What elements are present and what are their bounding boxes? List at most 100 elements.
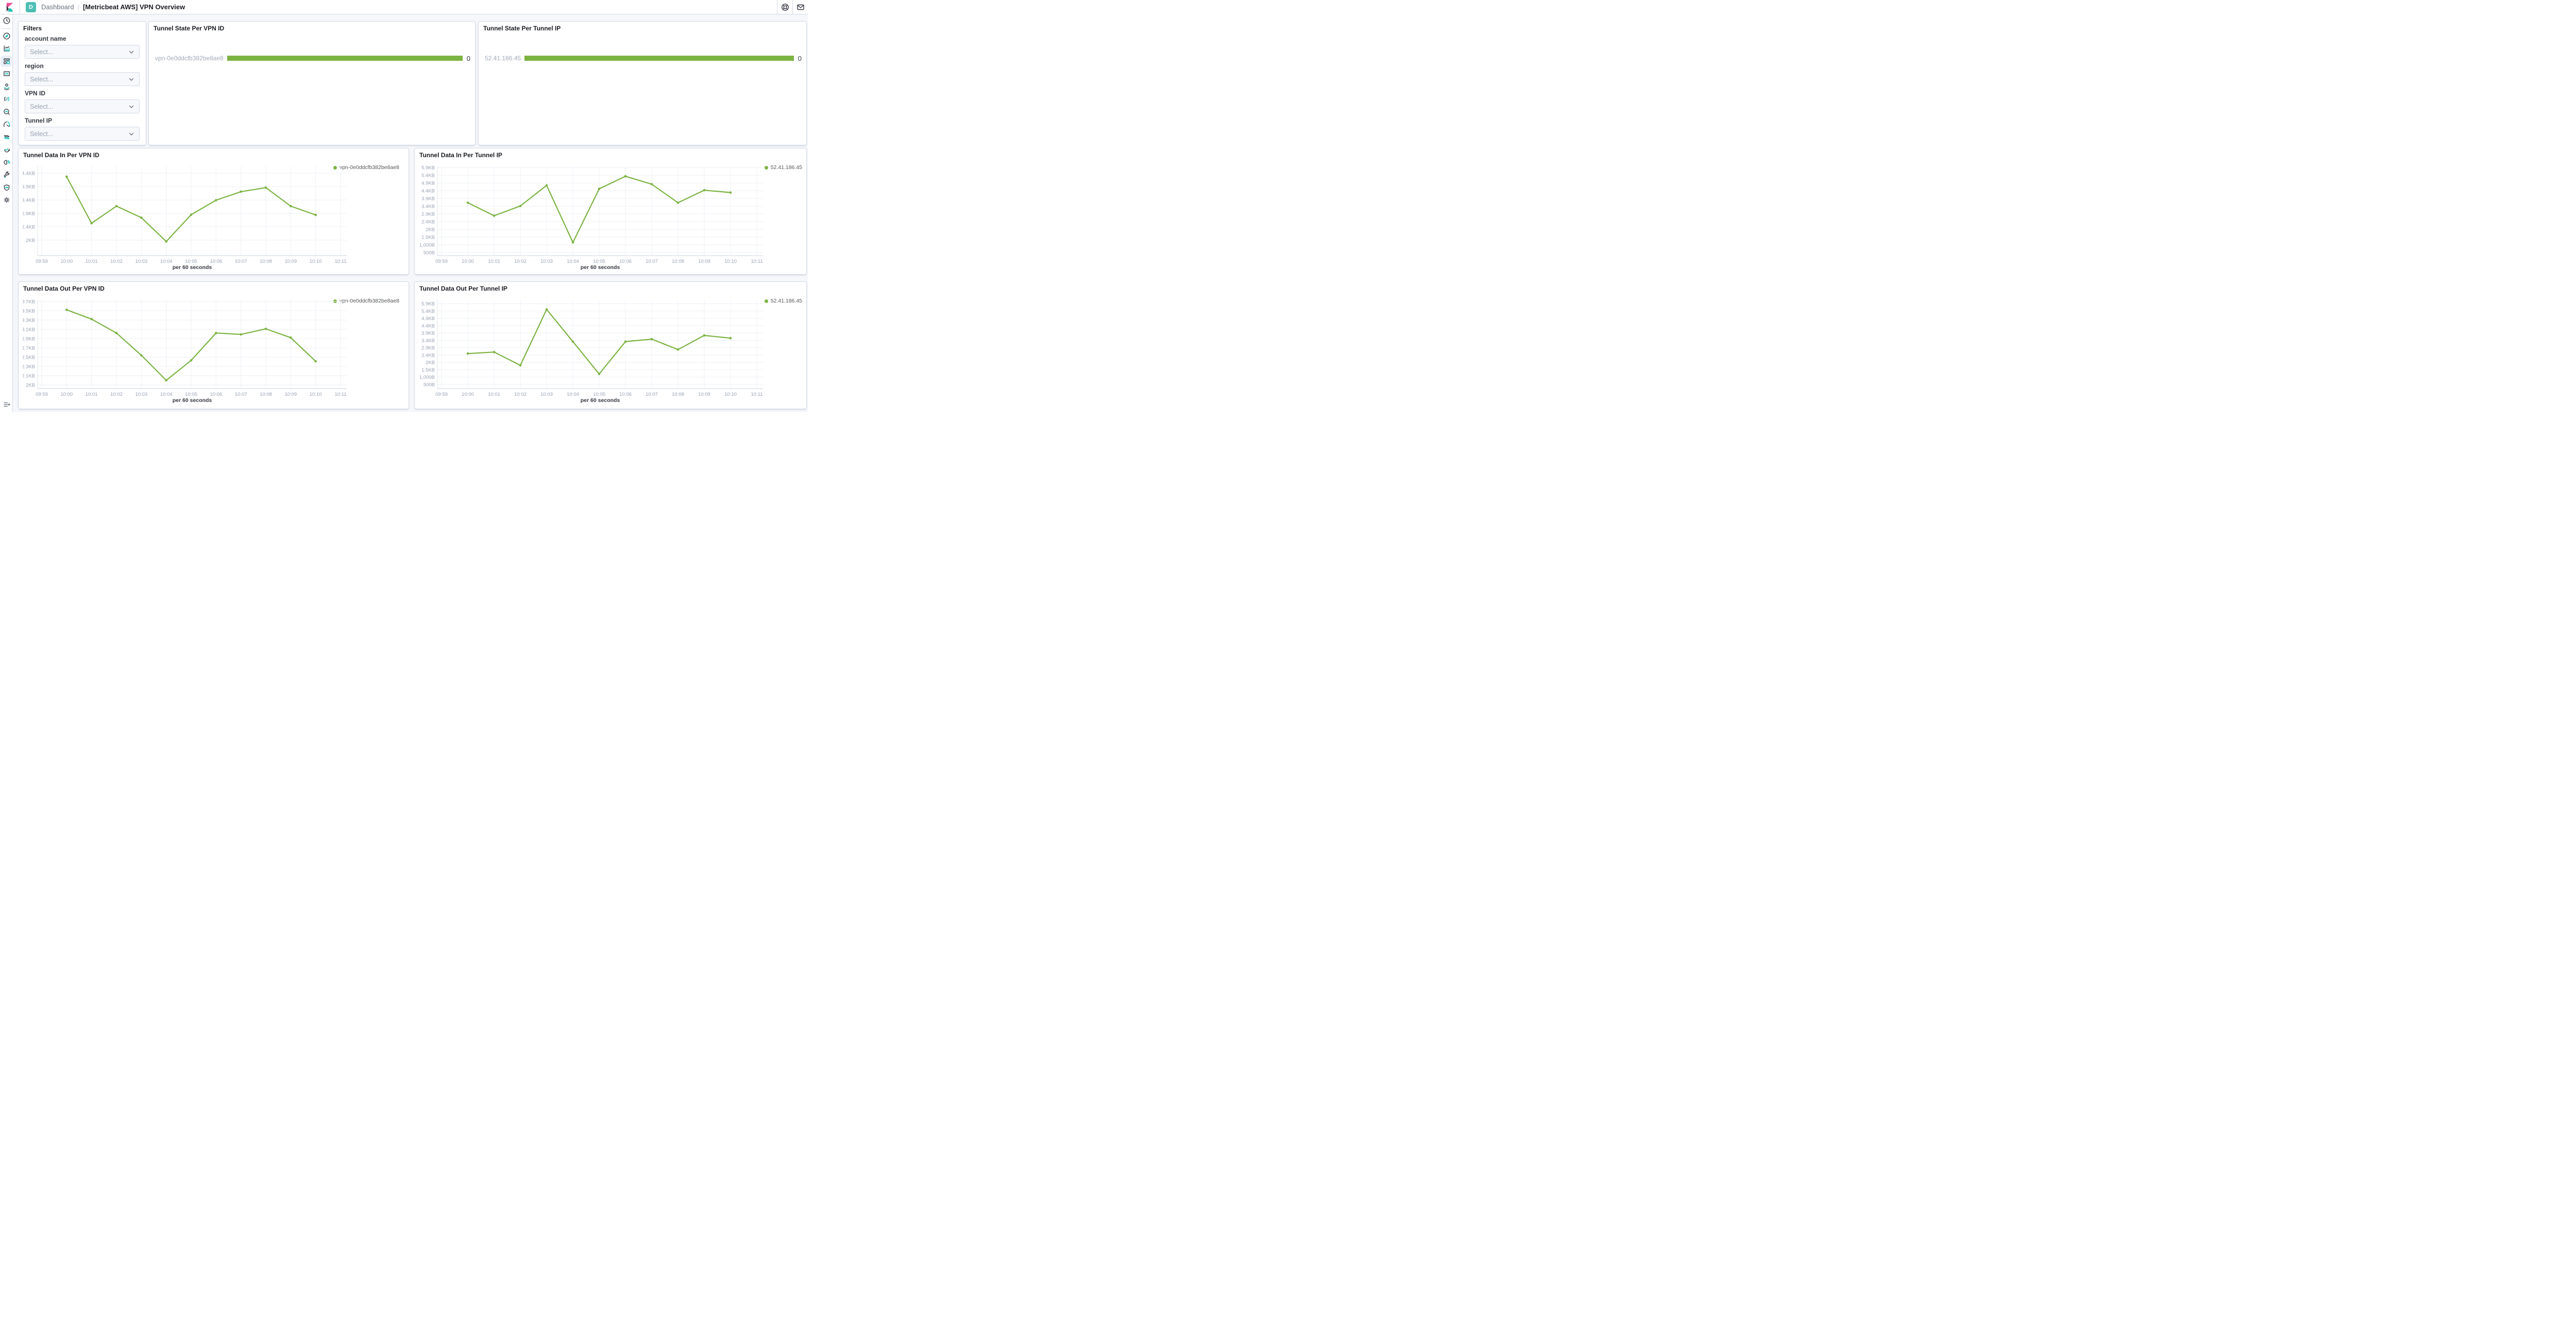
y-axis-tick-label: 5.9KB — [421, 301, 435, 307]
series-point — [545, 184, 548, 187]
x-axis-tick-label: 10:10 — [310, 392, 322, 397]
top-navbar: D Dashboard / [Metricbeat AWS] VPN Overv… — [0, 0, 808, 14]
x-axis-tick-label: 10:00 — [462, 392, 474, 397]
sidebar-item-recently-viewed[interactable] — [0, 14, 13, 27]
account-name-select[interactable]: Select... — [25, 45, 140, 59]
clock-icon — [3, 17, 10, 24]
x-axis-tick-label: 10:07 — [235, 259, 247, 264]
x-axis-tick-label: 10:08 — [260, 392, 272, 397]
sidebar-item-machine-learning[interactable] — [0, 93, 13, 106]
y-axis-tick-label: 2.7KB — [23, 346, 35, 351]
panel-tunnel-data-out-per-vpn-id: Tunnel Data Out Per VPN ID vpn-0e0ddcfb3… — [18, 281, 409, 409]
y-axis-tick-label: 1,000B — [419, 375, 435, 380]
sidebar-item-monitoring[interactable] — [0, 118, 13, 131]
y-axis-tick-label: 1,000B — [419, 243, 435, 248]
select-placeholder: Select... — [30, 103, 54, 110]
sidebar-item-canvas[interactable] — [0, 68, 13, 80]
panel-title: Tunnel State Per Tunnel IP — [483, 25, 561, 32]
panel-title: Tunnel State Per VPN ID — [154, 25, 225, 32]
y-axis-tick-label: 1.5KB — [421, 367, 435, 373]
series-point — [290, 336, 292, 339]
series-point — [729, 337, 732, 340]
sidebar-item-metrics[interactable] — [0, 106, 13, 119]
kibana-app: D Dashboard / [Metricbeat AWS] VPN Overv… — [0, 0, 808, 412]
gauge-bar — [524, 56, 794, 61]
line-chart-canvas[interactable]: 2KB 2.1KB 2.3KB 2.5KB 2.7KB 2.9KB 3.1KB 3.3KB 3.… — [23, 297, 405, 406]
y-axis-tick-label: 4.9KB — [421, 316, 435, 322]
legend-item[interactable]: 52.41.186.45 — [764, 164, 802, 171]
line-chart-canvas[interactable]: 2KB 2.4KB 2.9KB 3.4KB 3.9KB 4.4KB 09:59 10:00 10… — [23, 164, 405, 271]
sidebar-item-discover[interactable] — [0, 30, 13, 43]
collapse-menu-button[interactable] — [0, 399, 13, 410]
series-point — [571, 241, 574, 244]
help-button[interactable] — [777, 0, 792, 14]
vpn-id-select[interactable]: Select... — [25, 99, 140, 113]
select-placeholder: Select... — [30, 75, 54, 83]
line-chart-canvas[interactable]: 500B1,000B1.5KB2KB2.4KB2.9KB3.4KB3.9KB4.… — [419, 297, 803, 406]
monitoring-gauge-icon — [3, 122, 10, 127]
panel-title: Tunnel Data In Per VPN ID — [23, 152, 99, 159]
y-axis-tick-label: 4.4KB — [23, 171, 35, 177]
legend-item[interactable]: vpn-0e0ddcfb382be8ae8 — [333, 298, 399, 304]
x-axis-tick-label: 10:09 — [284, 392, 297, 397]
y-axis-tick-label: 2.9KB — [23, 211, 35, 217]
sidebar-item-uptime[interactable] — [0, 143, 13, 156]
filters-panel-title: Filters — [23, 25, 42, 32]
series-point — [729, 191, 732, 194]
y-axis-tick-label: 4.9KB — [421, 181, 435, 187]
series-point — [90, 317, 93, 321]
legend-item[interactable]: vpn-0e0ddcfb382be8ae8 — [333, 164, 399, 171]
logs-layers-icon — [4, 135, 9, 139]
sidebar-item-apm[interactable] — [0, 156, 13, 169]
series-point — [650, 338, 653, 341]
x-axis-tick-label: 10:02 — [514, 392, 527, 397]
x-axis-tick-label: 10:02 — [110, 259, 123, 264]
legend-series-label: 52.41.186.45 — [770, 298, 802, 304]
series-point — [466, 352, 469, 355]
legend-item[interactable]: 52.41.186.45 — [764, 298, 802, 304]
y-axis-tick-label: 3.9KB — [23, 184, 35, 190]
x-axis-tick-label: 10:05 — [593, 392, 605, 397]
sidebar-divider — [2, 28, 11, 29]
chevron-down-icon — [129, 78, 134, 81]
kibana-logo[interactable] — [0, 0, 20, 14]
series-point — [115, 331, 118, 334]
sidebar-item-dev-tools[interactable] — [0, 169, 13, 181]
series-point — [598, 188, 601, 190]
x-axis-tick-label: 10:07 — [235, 392, 247, 397]
line-chart-canvas[interactable]: 500B1,000B1.5KB2KB2.4KB2.9KB3.4KB3.9KB4.… — [419, 164, 803, 271]
x-axis-tick-label: 10:03 — [135, 392, 147, 397]
side-navigation — [0, 14, 13, 412]
series-point — [140, 354, 143, 357]
space-badge[interactable]: D — [26, 2, 36, 12]
y-axis-tick-label: 2.4KB — [23, 225, 35, 230]
gauge-bar — [227, 56, 463, 61]
breadcrumb-dashboard[interactable]: Dashboard — [41, 3, 74, 11]
x-axis-tick-label: 10:05 — [185, 392, 197, 397]
breadcrumb-current page-title: [Metricbeat AWS] VPN Overview — [82, 3, 185, 11]
series-point — [624, 340, 627, 343]
dev-tools-wrench-icon — [3, 172, 9, 178]
x-axis-tick-label: 10:09 — [698, 392, 710, 397]
x-axis-tick-label: 10:10 — [724, 392, 737, 397]
x-axis-tick-label: 10:10 — [724, 259, 737, 264]
y-axis-tick-label: 3.7KB — [23, 299, 35, 305]
filter-label: VPN ID — [25, 90, 46, 97]
gauge-value: 0 — [466, 54, 470, 62]
sidebar-item-siem[interactable] — [0, 181, 13, 194]
maps-icon — [4, 83, 9, 90]
sidebar-item-management[interactable] — [0, 194, 13, 207]
y-axis-tick-label: 2.9KB — [421, 345, 435, 351]
x-axis-tick-label: 10:07 — [646, 392, 658, 397]
sidebar-item-maps[interactable] — [0, 80, 13, 93]
sidebar-item-dashboard[interactable] — [0, 55, 13, 68]
newsfeed-button[interactable] — [793, 0, 808, 14]
tunnel-ip-select[interactable]: Select... — [25, 127, 140, 141]
sidebar-item-logs[interactable] — [0, 131, 13, 144]
legend-series-label: vpn-0e0ddcfb382be8ae8 — [339, 298, 399, 304]
x-axis-tick-label: 10:11 — [751, 392, 762, 397]
y-axis-tick-label: 2.9KB — [421, 212, 435, 217]
sidebar-item-visualize[interactable] — [0, 42, 13, 55]
region-select[interactable]: Select... — [25, 72, 140, 86]
x-axis-tick-label: 10:10 — [310, 259, 322, 264]
